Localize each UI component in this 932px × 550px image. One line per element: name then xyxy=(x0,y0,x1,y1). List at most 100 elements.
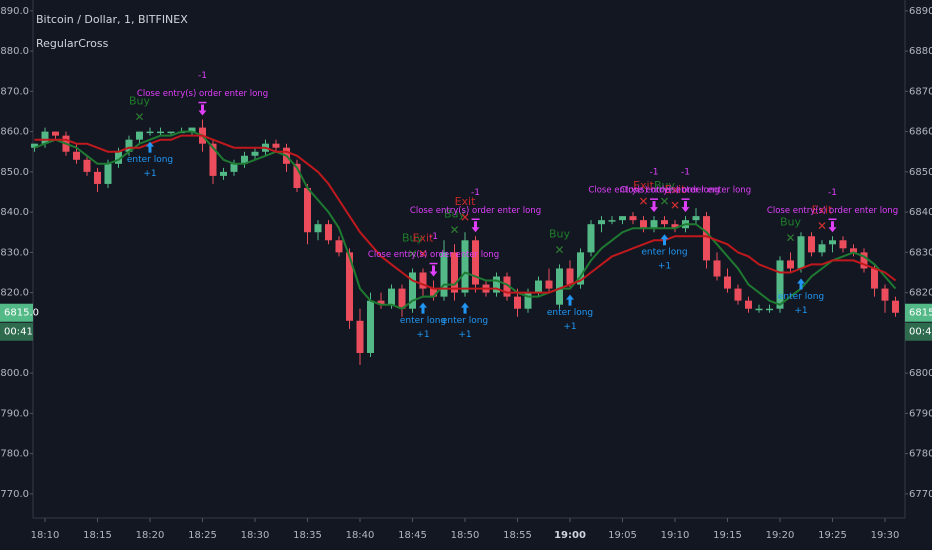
candle-body xyxy=(314,224,322,233)
candle-body xyxy=(104,163,112,184)
x-tick-label: 19:30 xyxy=(871,530,900,541)
x-tick-label: 18:25 xyxy=(188,530,217,541)
entry-arrow xyxy=(660,234,669,246)
close-arrow xyxy=(198,104,207,116)
candle-body xyxy=(136,131,143,140)
buy-label: Buy xyxy=(654,179,676,192)
candle-body xyxy=(440,252,448,297)
candle-body xyxy=(839,240,847,249)
y-tick-label: 6860.0 xyxy=(0,127,29,138)
candle-body xyxy=(451,252,458,293)
candle-body xyxy=(94,171,101,184)
entry-label: enter long xyxy=(547,308,593,318)
candle-body xyxy=(377,300,385,305)
candle-body xyxy=(115,151,122,164)
candle-body xyxy=(146,131,154,134)
candle-body xyxy=(346,252,353,321)
candle-body xyxy=(650,220,658,229)
candle-body xyxy=(304,187,311,233)
candle-body xyxy=(83,159,91,172)
candle-body xyxy=(514,296,521,309)
y-tick-label: 6890.0 xyxy=(909,6,932,17)
entry-arrow xyxy=(146,141,154,153)
candle-body xyxy=(535,280,542,293)
entry-arrow xyxy=(419,302,427,314)
last-price-label: 6815.0 xyxy=(909,308,932,319)
candle-body xyxy=(545,280,553,289)
candle-body xyxy=(871,268,878,289)
candle-body xyxy=(692,216,700,221)
chart-subtitle: RegularCross xyxy=(36,37,109,50)
buy-cross: ✕ xyxy=(554,243,564,257)
close-qty: -1 xyxy=(828,188,837,198)
candle-body xyxy=(251,151,259,156)
y-tick-label: 6780.0 xyxy=(909,449,932,460)
last-price-tag xyxy=(905,303,932,322)
buy-label: Buy xyxy=(402,231,424,244)
candle-body xyxy=(619,216,626,221)
candle-body xyxy=(566,268,574,285)
candle-body xyxy=(713,260,721,277)
entry-label: enter long xyxy=(400,316,446,326)
y-tick-label: 6790.0 xyxy=(909,408,932,419)
entry-qty: +1 xyxy=(416,330,429,340)
candle-body xyxy=(881,288,889,301)
y-tick-label: 6870.0 xyxy=(909,86,932,97)
buy-label: Buy xyxy=(129,95,151,108)
x-tick-label: 18:40 xyxy=(346,530,375,541)
exit-cross: ✕ xyxy=(418,247,428,261)
ma-line xyxy=(34,130,897,310)
candle-body xyxy=(892,300,899,313)
y-tick-label: 6840.0 xyxy=(0,207,29,218)
chart-title: Bitcoin / Dollar, 1, BITFINEX xyxy=(36,13,188,26)
ma-line xyxy=(34,134,897,294)
candle-body xyxy=(167,131,175,134)
candle-body xyxy=(661,220,668,225)
candle-body xyxy=(409,272,416,309)
candle-body xyxy=(766,308,773,311)
buy-cross: ✕ xyxy=(407,247,417,261)
y-tick-label: 6860.0 xyxy=(909,127,932,138)
y-tick-label: 6830.0 xyxy=(0,247,29,258)
x-tick-label: 19:25 xyxy=(818,530,847,541)
exit-label: Exit xyxy=(665,183,687,196)
x-tick-label: 18:45 xyxy=(398,530,427,541)
close-arrow xyxy=(471,221,480,233)
candle-body xyxy=(335,240,343,253)
entry-qty: +1 xyxy=(794,306,807,316)
candle-body xyxy=(125,139,133,152)
candle-body xyxy=(734,288,742,301)
candle-body xyxy=(598,220,605,225)
exit-label: Exit xyxy=(812,203,834,216)
candle-body xyxy=(587,224,595,253)
entry-qty: +1 xyxy=(458,330,471,340)
candle-body xyxy=(52,131,59,136)
y-tick-label: 6850.0 xyxy=(909,167,932,178)
buy-cross: ✕ xyxy=(659,195,669,209)
buy-cross: ✕ xyxy=(785,231,795,245)
last-price-label: 6815.0 xyxy=(4,308,39,319)
candle-body xyxy=(367,300,374,353)
y-tick-label: 6830.0 xyxy=(909,247,932,258)
close-qty: -1 xyxy=(681,168,690,178)
y-tick-label: 6790.0 xyxy=(0,408,29,419)
close-qty: -1 xyxy=(429,232,438,242)
close-arrow xyxy=(429,265,438,277)
exit-cross: ✕ xyxy=(638,195,648,209)
x-tick-label: 19:20 xyxy=(766,530,795,541)
exit-label: Exit xyxy=(455,195,477,208)
candle-body xyxy=(472,240,479,285)
exit-cross: ✕ xyxy=(460,211,470,225)
candle-body xyxy=(41,131,49,144)
countdown-label: 00:41 xyxy=(4,327,33,338)
buy-label: Buy xyxy=(549,227,571,240)
candle-body xyxy=(724,276,731,289)
candle-body xyxy=(829,240,836,245)
candle-body xyxy=(818,244,826,253)
candle-body xyxy=(419,272,427,289)
x-tick-label: 18:15 xyxy=(83,530,112,541)
candle-body xyxy=(640,220,647,229)
close-label: Close entry(s) order enter long xyxy=(588,186,719,196)
x-tick-label: 19:05 xyxy=(608,530,637,541)
